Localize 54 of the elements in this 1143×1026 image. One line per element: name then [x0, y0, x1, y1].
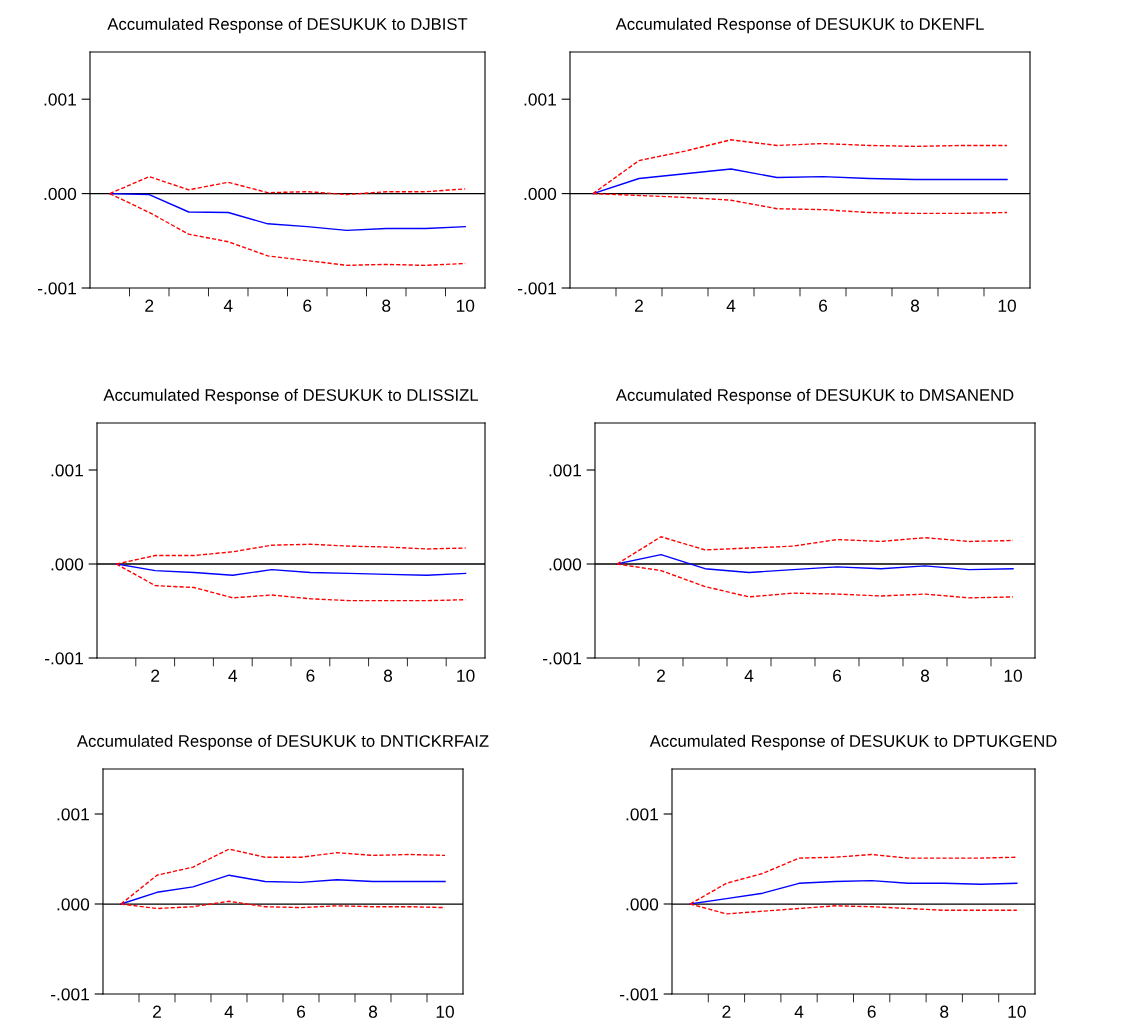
y-tick-label: .000 — [549, 558, 582, 571]
y-tick-label: .001 — [549, 464, 581, 477]
x-tick-label: 8 — [940, 1005, 949, 1018]
x-tick-label: 8 — [383, 669, 393, 682]
y-tick-label: -.001 — [38, 282, 76, 295]
chart-title: Accumulated Response of DESUKUK to DMSANEND — [615, 388, 1014, 405]
x-tick-label: 4 — [224, 1005, 234, 1018]
x-tick-label: 6 — [833, 669, 842, 682]
y-tick-label: .000 — [44, 187, 77, 201]
x-tick-label: 2 — [153, 1005, 161, 1018]
y-tick-label: .000 — [626, 898, 659, 911]
y-tick-label: -.001 — [518, 282, 556, 295]
chart-title: Accumulated Response of DESUKUK to DLISSIZL — [103, 388, 479, 405]
y-tick-label: -.001 — [45, 652, 83, 665]
x-tick-label: 6 — [819, 299, 828, 312]
y-tick-label: .001 — [626, 808, 658, 821]
x-tick-label: 2 — [635, 299, 643, 312]
x-tick-label: 4 — [726, 299, 736, 312]
x-tick-label: 6 — [306, 669, 315, 682]
y-tick-label: .000 — [57, 898, 90, 911]
x-tick-label: 10 — [456, 299, 475, 312]
x-tick-label: 6 — [297, 1005, 306, 1018]
x-tick-label: 8 — [910, 299, 920, 312]
y-tick-label: -.001 — [51, 988, 89, 1001]
x-tick-label: 10 — [998, 299, 1016, 312]
y-tick-label: -.001 — [543, 652, 581, 665]
x-tick-label: 2 — [722, 1005, 731, 1018]
x-tick-label: 10 — [457, 669, 475, 682]
x-tick-label: 4 — [228, 669, 238, 682]
y-tick-label: -.001 — [620, 988, 658, 1001]
x-tick-label: 2 — [145, 299, 154, 312]
chart-title: Accumulated Response of DESUKUK to DPTUKGEND — [649, 734, 1057, 751]
chart-title: Accumulated Response of DESUKUK to DNTICKRFAIZ — [76, 734, 489, 751]
x-tick-label: 8 — [382, 299, 391, 312]
y-tick-label: .001 — [57, 808, 89, 821]
x-tick-label: 8 — [368, 1005, 378, 1018]
x-tick-label: 4 — [223, 299, 233, 312]
x-tick-label: 4 — [794, 1005, 804, 1018]
y-tick-label: .000 — [524, 187, 557, 201]
y-tick-label: .001 — [524, 93, 556, 106]
y-tick-label: .001 — [51, 464, 83, 477]
y-tick-label: .000 — [51, 558, 84, 571]
chart-title: Accumulated Response of DESUKUK to DKENFL — [615, 17, 984, 34]
x-tick-label: 10 — [436, 1005, 454, 1018]
x-tick-label: 4 — [744, 669, 754, 682]
chart-title: Accumulated Response of DESUKUK to DJBIST — [107, 17, 468, 34]
x-tick-label: 2 — [657, 669, 665, 682]
y-tick-label: .001 — [44, 93, 76, 106]
x-tick-label: 10 — [1008, 1005, 1026, 1018]
x-tick-label: 10 — [1004, 669, 1022, 682]
x-tick-label: 2 — [151, 669, 160, 682]
x-tick-label: 8 — [920, 669, 930, 682]
x-tick-label: 6 — [867, 1005, 876, 1018]
x-tick-label: 6 — [303, 299, 312, 312]
